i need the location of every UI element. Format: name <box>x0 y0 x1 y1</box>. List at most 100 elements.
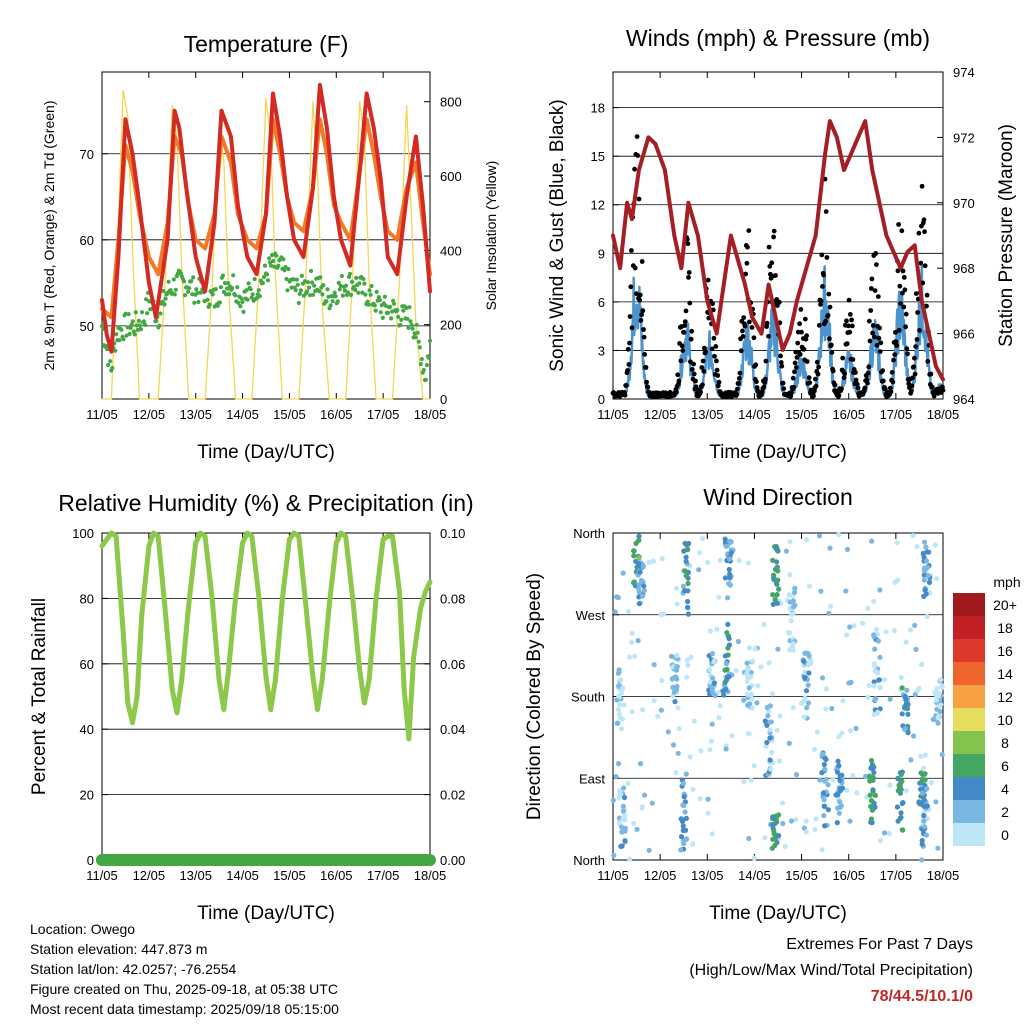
y2-tick-label-2-4: 0.08 <box>440 591 465 606</box>
direction-point <box>636 582 642 588</box>
panel-title-2: Relative Humidity (%) & Precipitation (i… <box>58 490 473 516</box>
direction-point <box>922 752 928 758</box>
gust-point <box>685 241 691 247</box>
gust-point <box>900 290 905 296</box>
direction-point <box>912 691 918 698</box>
direction-point <box>696 550 703 556</box>
direction-point <box>877 654 883 660</box>
direction-point <box>788 618 794 624</box>
gust-point <box>940 387 946 393</box>
dewpoint-point <box>138 327 143 332</box>
direction-point <box>921 577 928 583</box>
dewpoint-point <box>223 292 229 297</box>
direction-point <box>727 556 733 562</box>
gust-point <box>876 335 882 341</box>
direction-point <box>613 774 619 780</box>
gust-point <box>686 275 691 280</box>
gust-point <box>703 349 709 355</box>
gust-point <box>715 383 721 389</box>
direction-point <box>939 752 945 758</box>
gust-point <box>681 330 687 335</box>
direction-point <box>844 787 850 793</box>
direction-point <box>883 629 889 635</box>
direction-point <box>752 646 758 652</box>
direction-point <box>763 743 769 750</box>
direction-point <box>934 686 940 692</box>
dewpoint-point <box>421 367 426 372</box>
colorbar-label-7: 6 <box>1001 758 1009 774</box>
dewpoint-point <box>310 280 315 285</box>
direction-point <box>768 766 774 772</box>
dewpoint-point <box>213 287 218 292</box>
y-tick-label-1-4: 12 <box>591 198 605 213</box>
gust-point <box>709 346 715 352</box>
direction-point <box>615 595 621 601</box>
extremes-value: 78/44.5/10.1/0 <box>870 988 973 1005</box>
y-tick-label-0-2: 70 <box>80 147 94 162</box>
y2-tick-label-0-2: 400 <box>440 243 462 258</box>
gust-point <box>635 153 641 159</box>
direction-point <box>674 664 680 671</box>
direction-point <box>868 765 874 771</box>
dewpoint-point <box>372 303 377 308</box>
y-tick-label-3-0: North <box>573 853 605 868</box>
gust-point <box>705 277 711 283</box>
direction-point <box>783 548 790 554</box>
gust-point <box>841 375 847 381</box>
gust-point <box>767 263 773 269</box>
gust-point <box>691 371 697 377</box>
direction-point <box>919 841 925 847</box>
direction-point <box>770 836 776 842</box>
direction-point <box>691 718 697 724</box>
direction-point <box>822 778 828 784</box>
direction-point <box>641 587 648 594</box>
gust-point <box>867 318 872 324</box>
gust-point <box>827 336 832 342</box>
direction-point <box>903 697 909 703</box>
gust-point <box>632 166 637 172</box>
direction-point <box>745 666 751 672</box>
y2-axis-label-solar: Solar Insolation (Yellow) <box>483 161 499 311</box>
dewpoint-point <box>413 335 418 340</box>
direction-point <box>771 572 777 578</box>
dewpoint-point <box>220 273 225 278</box>
direction-point <box>678 847 684 853</box>
direction-point <box>674 652 680 659</box>
direction-point <box>895 775 901 782</box>
dewpoint-point <box>330 299 335 304</box>
extremes-block: Extremes For Past 7 Days (High/Low/Max W… <box>689 932 973 1010</box>
direction-point <box>770 601 776 608</box>
dewpoint-point <box>385 310 391 315</box>
gust-point <box>846 297 852 303</box>
dewpoint-point <box>357 281 362 286</box>
x-tick-label-0-6: 17/05 <box>367 407 400 422</box>
dewpoint-point <box>137 323 142 328</box>
x-tick-label-2-7: 18/05 <box>414 868 447 883</box>
gust-point <box>849 317 854 323</box>
direction-point <box>844 546 851 553</box>
dewpoint-point <box>181 279 187 284</box>
direction-point <box>908 757 914 763</box>
direction-point <box>801 698 808 704</box>
x-axis-label-2: Time (Day/UTC) <box>197 903 335 924</box>
direction-point <box>714 626 720 632</box>
x-tick-label-3-7: 18/05 <box>927 868 960 883</box>
direction-point <box>685 662 691 668</box>
gust-point <box>736 376 742 381</box>
gust-point <box>622 392 628 398</box>
direction-point <box>762 718 768 724</box>
gust-point <box>854 382 860 387</box>
direction-point <box>749 705 755 711</box>
direction-point <box>658 612 664 618</box>
dewpoint-point <box>168 288 173 293</box>
dewpoint-point <box>238 304 243 309</box>
direction-point <box>744 671 750 677</box>
direction-point <box>867 792 873 798</box>
direction-point <box>780 820 786 827</box>
direction-point <box>636 563 642 569</box>
direction-point <box>924 614 930 620</box>
direction-point <box>774 592 780 598</box>
y-axis-label-rh: Percent & Total Rainfall <box>29 598 50 795</box>
extremes-subtitle: (High/Low/Max Wind/Total Precipitation) <box>689 962 973 979</box>
gust-point <box>899 228 905 234</box>
